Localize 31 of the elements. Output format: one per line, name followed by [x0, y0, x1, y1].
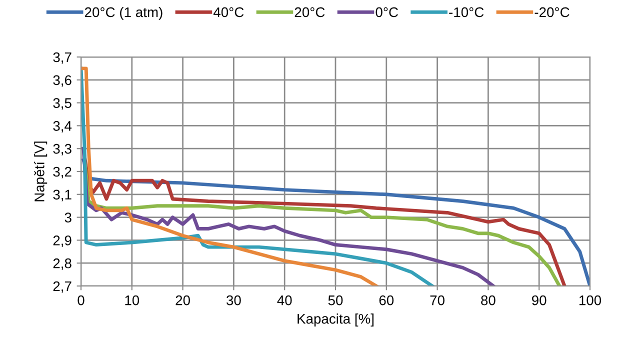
legend-label: 40°C	[213, 7, 244, 18]
legend-label: 0°C	[376, 7, 398, 18]
x-tick-label: 50	[328, 295, 343, 306]
x-tick-label: 80	[481, 295, 496, 306]
y-tick-label: 3	[64, 212, 72, 222]
legend-label: -20°C	[534, 7, 570, 18]
x-tick-label: 90	[532, 295, 546, 306]
y-tick-label: 3,3	[53, 144, 72, 156]
x-tick-label: 20	[176, 295, 190, 306]
y-axis-title: Napětí [V]	[34, 142, 48, 202]
x-tick-label: 70	[430, 295, 444, 306]
y-tick-label: 2,9	[53, 236, 72, 248]
y-tick-label: 3,7	[53, 52, 72, 64]
x-tick-label: 40	[277, 295, 292, 306]
y-tick-label: 3,2	[53, 166, 72, 178]
x-tick-label: 10	[125, 295, 140, 306]
legend-label: 20°C (1 atm)	[84, 6, 162, 20]
line-series	[81, 66, 378, 286]
x-tick-label: 30	[226, 295, 241, 306]
y-tick-label: 2,8	[53, 258, 72, 270]
y-tick-label: 3,6	[53, 75, 72, 87]
y-tick-label: 3,1	[53, 190, 72, 202]
legend-label: 20°C	[294, 7, 325, 18]
x-tick-label: 0	[78, 295, 84, 306]
x-tick-label: 60	[379, 295, 394, 306]
y-tick-label: 3,5	[53, 98, 72, 110]
y-tick-label: 3,4	[53, 121, 72, 133]
x-axis-title: Kapacita [%]	[298, 314, 374, 326]
y-tick-label: 2,7	[53, 281, 72, 293]
x-tick-label: 100	[579, 295, 602, 306]
legend-label: -10°C	[449, 7, 484, 18]
